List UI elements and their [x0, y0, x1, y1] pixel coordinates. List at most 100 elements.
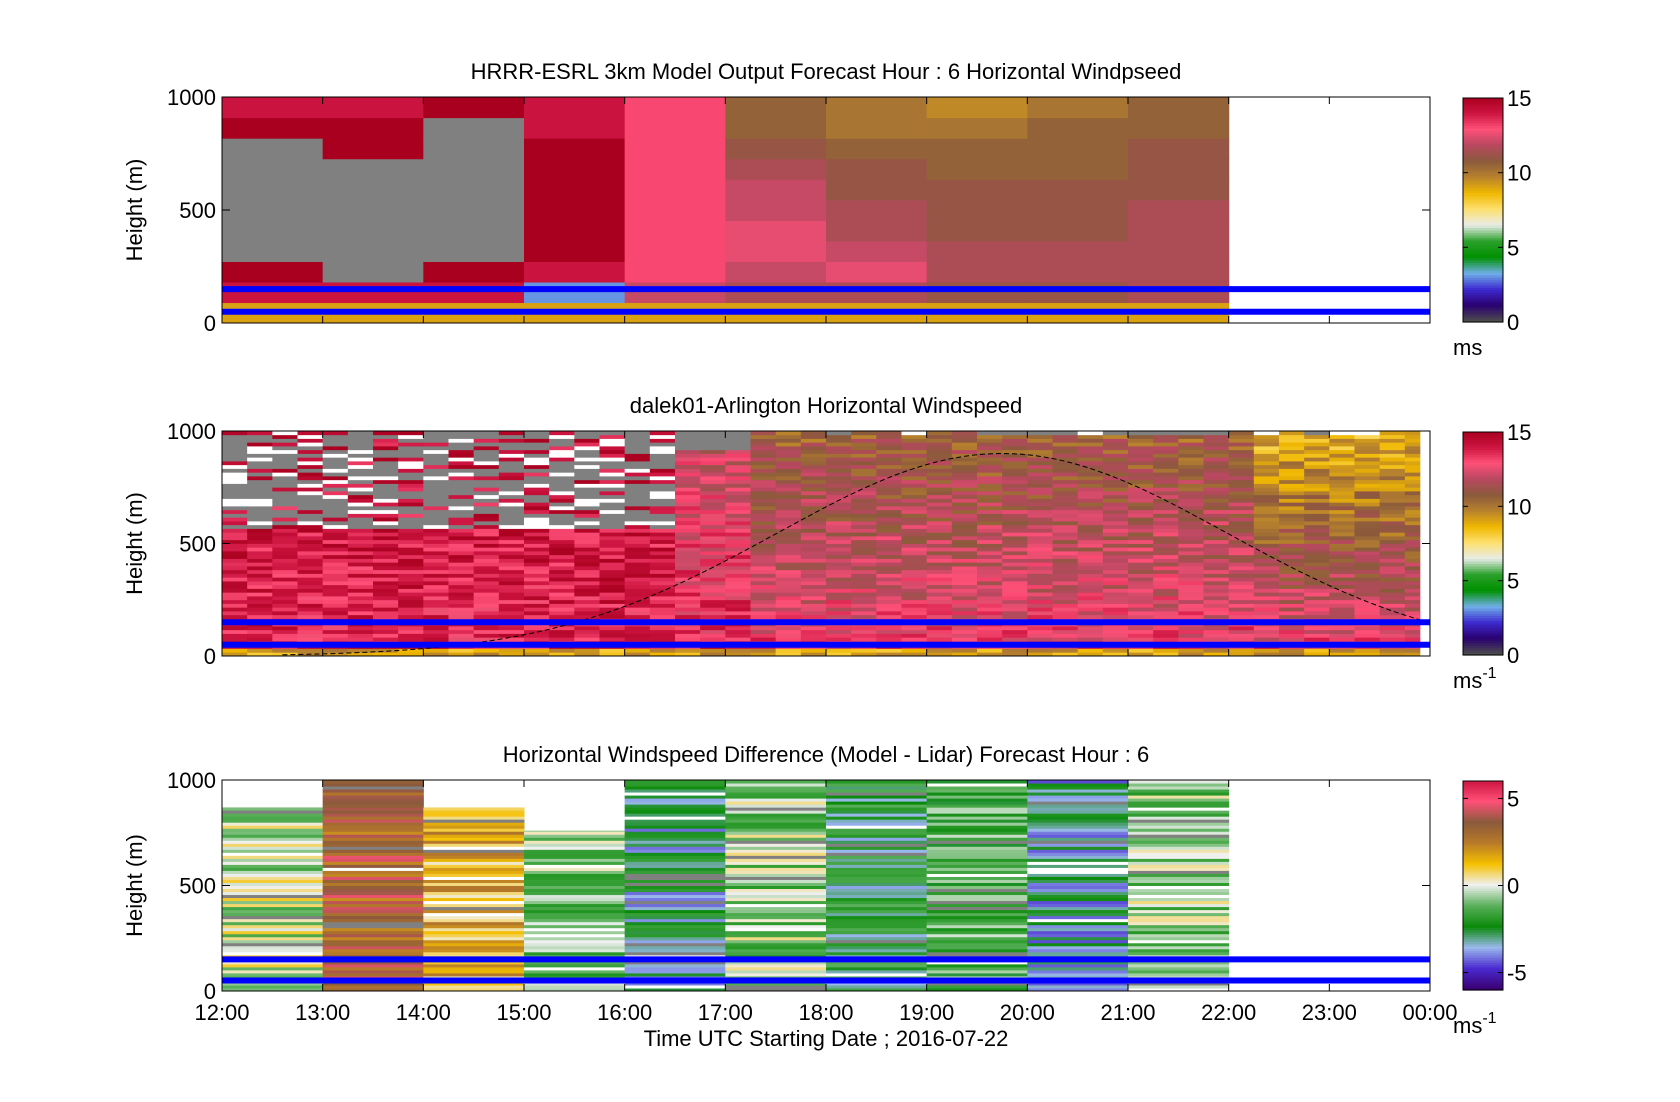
heatmap-cell	[1077, 648, 1104, 653]
heatmap-cell	[725, 554, 751, 559]
colorbar-segment	[1463, 908, 1503, 912]
heatmap-cell	[1304, 573, 1330, 578]
heatmap-cell	[826, 789, 928, 793]
heatmap-cell	[649, 431, 676, 436]
colorbar-segment	[1463, 277, 1503, 281]
heatmap-cell	[1329, 652, 1355, 656]
heatmap-cell	[926, 789, 1028, 793]
heatmap-cell	[700, 431, 726, 436]
heatmap-cell	[1279, 577, 1305, 582]
heatmap-cell	[1304, 483, 1330, 488]
heatmap-cell	[347, 483, 374, 488]
heatmap-cell	[322, 517, 349, 522]
heatmap-cell	[926, 468, 953, 473]
heatmap-cell	[851, 524, 877, 529]
heatmap-cell	[1354, 592, 1381, 597]
heatmap-cell	[1077, 558, 1104, 563]
heatmap-cell	[926, 867, 1028, 871]
heatmap-cell	[549, 524, 575, 529]
heatmap-cell	[1178, 536, 1204, 541]
heatmap-cell	[297, 487, 324, 492]
heatmap-cell	[574, 494, 600, 499]
colorbar-segment	[1463, 488, 1503, 493]
heatmap-cell	[574, 528, 600, 533]
heatmap-cell	[624, 281, 726, 304]
heatmap-cell	[800, 449, 827, 454]
x-tick-label: 17:00	[698, 1000, 753, 1025]
heatmap-cell	[247, 431, 273, 436]
heatmap-cell	[549, 498, 575, 503]
heatmap-cell	[750, 637, 777, 642]
heatmap-cell	[800, 464, 827, 469]
colorbar-segment	[1463, 883, 1503, 887]
heatmap-cell	[599, 521, 626, 526]
heatmap-cell	[700, 562, 726, 567]
heatmap-cell	[725, 240, 827, 262]
heatmap-cell	[1329, 494, 1355, 499]
heatmap-cell	[1329, 581, 1355, 586]
heatmap-cell	[926, 939, 1028, 944]
heatmap-cell	[775, 483, 802, 488]
heatmap-cell	[624, 783, 726, 787]
heatmap-cell	[448, 551, 475, 556]
heatmap-cell	[700, 648, 726, 653]
heatmap-cell	[1203, 494, 1230, 499]
heatmap-cell	[649, 573, 676, 578]
heatmap-cell	[398, 562, 424, 567]
heatmap-cell	[750, 607, 777, 612]
heatmap-cell	[826, 438, 852, 443]
heatmap-cell	[322, 138, 424, 160]
heatmap-cell	[750, 491, 777, 496]
heatmap-cell	[222, 966, 324, 971]
heatmap-cell	[297, 637, 324, 642]
heatmap-cell	[1027, 446, 1053, 451]
heatmap-cell	[926, 472, 953, 477]
heatmap-cell	[1102, 524, 1129, 529]
heatmap-cell	[448, 543, 475, 548]
colorbar-segment	[1463, 511, 1503, 515]
heatmap-cell	[775, 464, 802, 469]
heatmap-cell	[398, 543, 424, 548]
heatmap-cell	[297, 472, 324, 477]
heatmap-cell	[322, 554, 349, 559]
heatmap-cell	[750, 476, 777, 481]
heatmap-cell	[498, 551, 525, 556]
heatmap-cell	[926, 506, 953, 511]
colorbar-segment	[1463, 493, 1503, 498]
heatmap-cell	[826, 626, 852, 631]
heatmap-cell	[649, 633, 676, 638]
heatmap-cell	[1052, 633, 1079, 638]
heatmap-cell	[599, 468, 626, 473]
colorbar-segment	[1463, 602, 1503, 607]
heatmap-cell	[1178, 547, 1204, 552]
colorbar-segment	[1463, 964, 1503, 968]
heatmap-cell	[951, 626, 978, 631]
heatmap-cell	[800, 536, 827, 541]
heatmap-cell	[876, 569, 902, 574]
heatmap-cell	[649, 547, 676, 552]
heatmap-cell	[524, 431, 550, 436]
heatmap-cell	[347, 592, 374, 597]
colorbar-segment	[1463, 929, 1503, 933]
heatmap-cell	[549, 438, 575, 443]
heatmap-cell	[247, 569, 273, 574]
heatmap-cell	[322, 573, 349, 578]
heatmap-cell	[1102, 502, 1129, 507]
heatmap-cell	[222, 861, 324, 865]
heatmap-cell	[574, 633, 600, 638]
heatmap-cell	[1253, 599, 1280, 604]
heatmap-cell	[876, 483, 902, 488]
heatmap-cell	[750, 652, 777, 656]
heatmap-cell	[423, 611, 449, 616]
heatmap-cell	[322, 599, 349, 604]
heatmap-cell	[901, 506, 928, 511]
heatmap-cell	[448, 607, 475, 612]
heatmap-cell	[977, 506, 1003, 511]
heatmap-cell	[297, 468, 324, 473]
colorbar-segment	[1463, 503, 1503, 507]
heatmap-cell	[423, 592, 449, 597]
heatmap-cell	[1102, 506, 1129, 511]
heatmap-cell	[926, 581, 953, 586]
heatmap-cell	[675, 626, 701, 631]
heatmap-cell	[926, 972, 1028, 977]
